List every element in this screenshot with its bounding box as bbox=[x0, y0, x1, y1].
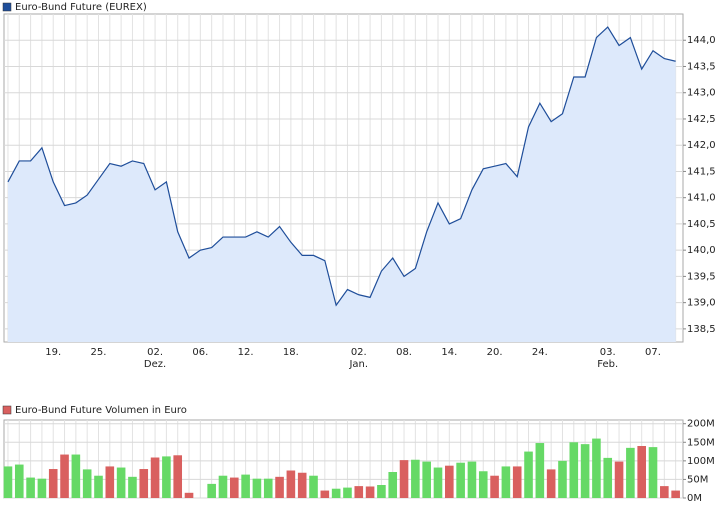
x-tick-label: 02. bbox=[351, 347, 367, 358]
y-tick-label: 100M bbox=[687, 456, 715, 467]
volume-bar bbox=[445, 465, 454, 498]
volume-bar bbox=[229, 477, 239, 498]
volume-bar bbox=[637, 446, 646, 498]
volume-bar bbox=[388, 472, 398, 498]
volume-bar bbox=[82, 469, 92, 498]
x-tick-label: 08. bbox=[396, 347, 412, 358]
legend-swatch bbox=[2, 405, 12, 415]
x-tick-label: 07. bbox=[645, 347, 661, 358]
volume-bar bbox=[422, 461, 431, 498]
y-tick-label: 138,5 bbox=[687, 324, 716, 335]
volume-bar bbox=[512, 466, 522, 498]
volume-bar bbox=[26, 477, 35, 498]
volume-bar bbox=[467, 461, 477, 498]
volume-bar bbox=[297, 472, 307, 498]
volume-bar bbox=[592, 438, 601, 498]
volume-bar bbox=[377, 485, 386, 498]
y-tick-label: 139,0 bbox=[687, 298, 716, 309]
volume-bar bbox=[456, 462, 465, 498]
x-tick-label: 12. bbox=[238, 347, 254, 358]
volume-bar bbox=[150, 457, 160, 498]
volume-bar bbox=[116, 467, 126, 498]
y-tick-label: 141,5 bbox=[687, 166, 716, 177]
price-line bbox=[7, 26, 676, 307]
y-tick-label: 50M bbox=[687, 474, 708, 485]
volume-bar bbox=[309, 475, 318, 498]
volume-bar bbox=[320, 490, 330, 498]
y-tick-label: 142,0 bbox=[687, 140, 716, 151]
volume-bar bbox=[14, 464, 24, 498]
volume-bar bbox=[331, 488, 341, 498]
volume-bar bbox=[569, 442, 579, 498]
y-tick-label: 139,5 bbox=[687, 271, 716, 282]
volume-bar bbox=[71, 454, 81, 498]
volume-bar bbox=[546, 469, 556, 498]
x-tick-label: 20. bbox=[487, 347, 503, 358]
volume-bar bbox=[105, 466, 115, 498]
y-tick-label: 200M bbox=[687, 419, 715, 430]
volume-bar bbox=[3, 466, 13, 498]
x-tick-label: 02. bbox=[147, 347, 163, 358]
volume-bar bbox=[139, 469, 149, 498]
volume-bar bbox=[60, 454, 69, 498]
volume-bar bbox=[365, 486, 375, 498]
volume-bar bbox=[37, 478, 47, 498]
volume-bar bbox=[207, 483, 216, 498]
volume-bar bbox=[286, 470, 296, 498]
x-tick-label: 03. bbox=[600, 347, 616, 358]
volume-bar bbox=[252, 478, 262, 498]
y-tick-label: 143,5 bbox=[687, 61, 716, 72]
y-tick-label: 140,5 bbox=[687, 219, 716, 230]
volume-bar bbox=[162, 456, 171, 498]
volume-bar bbox=[490, 475, 499, 498]
x-month-label: Dez. bbox=[144, 359, 166, 370]
y-tick-label: 0M bbox=[687, 493, 702, 504]
y-tick-label: 144,0 bbox=[687, 35, 716, 46]
legend-label: Euro-Bund Future (EUREX) bbox=[15, 2, 147, 13]
volume-bar bbox=[218, 475, 228, 498]
volume-bar bbox=[94, 475, 103, 498]
area-fill bbox=[7, 27, 676, 343]
y-tick-label: 140,0 bbox=[687, 245, 716, 256]
y-tick-label: 142,5 bbox=[687, 114, 716, 125]
volume-bar bbox=[660, 486, 669, 498]
x-tick-label: 25. bbox=[91, 347, 107, 358]
legend-label: Euro-Bund Future Volumen in Euro bbox=[15, 405, 187, 416]
y-tick-label: 143,0 bbox=[687, 88, 716, 99]
volume-bar bbox=[614, 461, 624, 498]
volume-bar bbox=[501, 466, 511, 498]
volume-bar bbox=[535, 443, 545, 498]
x-tick-label: 19. bbox=[45, 347, 61, 358]
y-tick-label: 141,0 bbox=[687, 193, 716, 204]
volume-bar bbox=[411, 459, 420, 498]
volume-bar bbox=[354, 486, 364, 498]
volume-bar bbox=[603, 457, 613, 498]
legend-swatch bbox=[2, 2, 12, 12]
volume-bar bbox=[184, 492, 194, 498]
x-tick-label: 24. bbox=[532, 347, 548, 358]
volume-bar bbox=[399, 460, 409, 498]
volume-bar bbox=[648, 447, 658, 498]
x-month-label: Feb. bbox=[597, 359, 618, 370]
volume-bar bbox=[241, 474, 250, 498]
volume-bar bbox=[626, 447, 635, 498]
x-month-label: Jan. bbox=[348, 359, 368, 370]
volume-bar bbox=[524, 451, 533, 498]
x-tick-label: 14. bbox=[441, 347, 457, 358]
volume-bar bbox=[671, 490, 680, 498]
volume-bar bbox=[580, 444, 590, 498]
volume-bar bbox=[478, 471, 488, 498]
volume-bar bbox=[173, 455, 183, 498]
y-tick-label: 150M bbox=[687, 437, 715, 448]
x-tick-label: 06. bbox=[192, 347, 208, 358]
volume-bar bbox=[48, 469, 58, 498]
x-tick-label: 18. bbox=[283, 347, 299, 358]
volume-bar bbox=[128, 476, 137, 498]
volume-bar bbox=[558, 460, 567, 498]
volume-bar bbox=[275, 476, 284, 498]
volume-bar bbox=[343, 487, 352, 498]
volume-bar bbox=[433, 467, 443, 498]
volume-bar bbox=[263, 478, 273, 498]
